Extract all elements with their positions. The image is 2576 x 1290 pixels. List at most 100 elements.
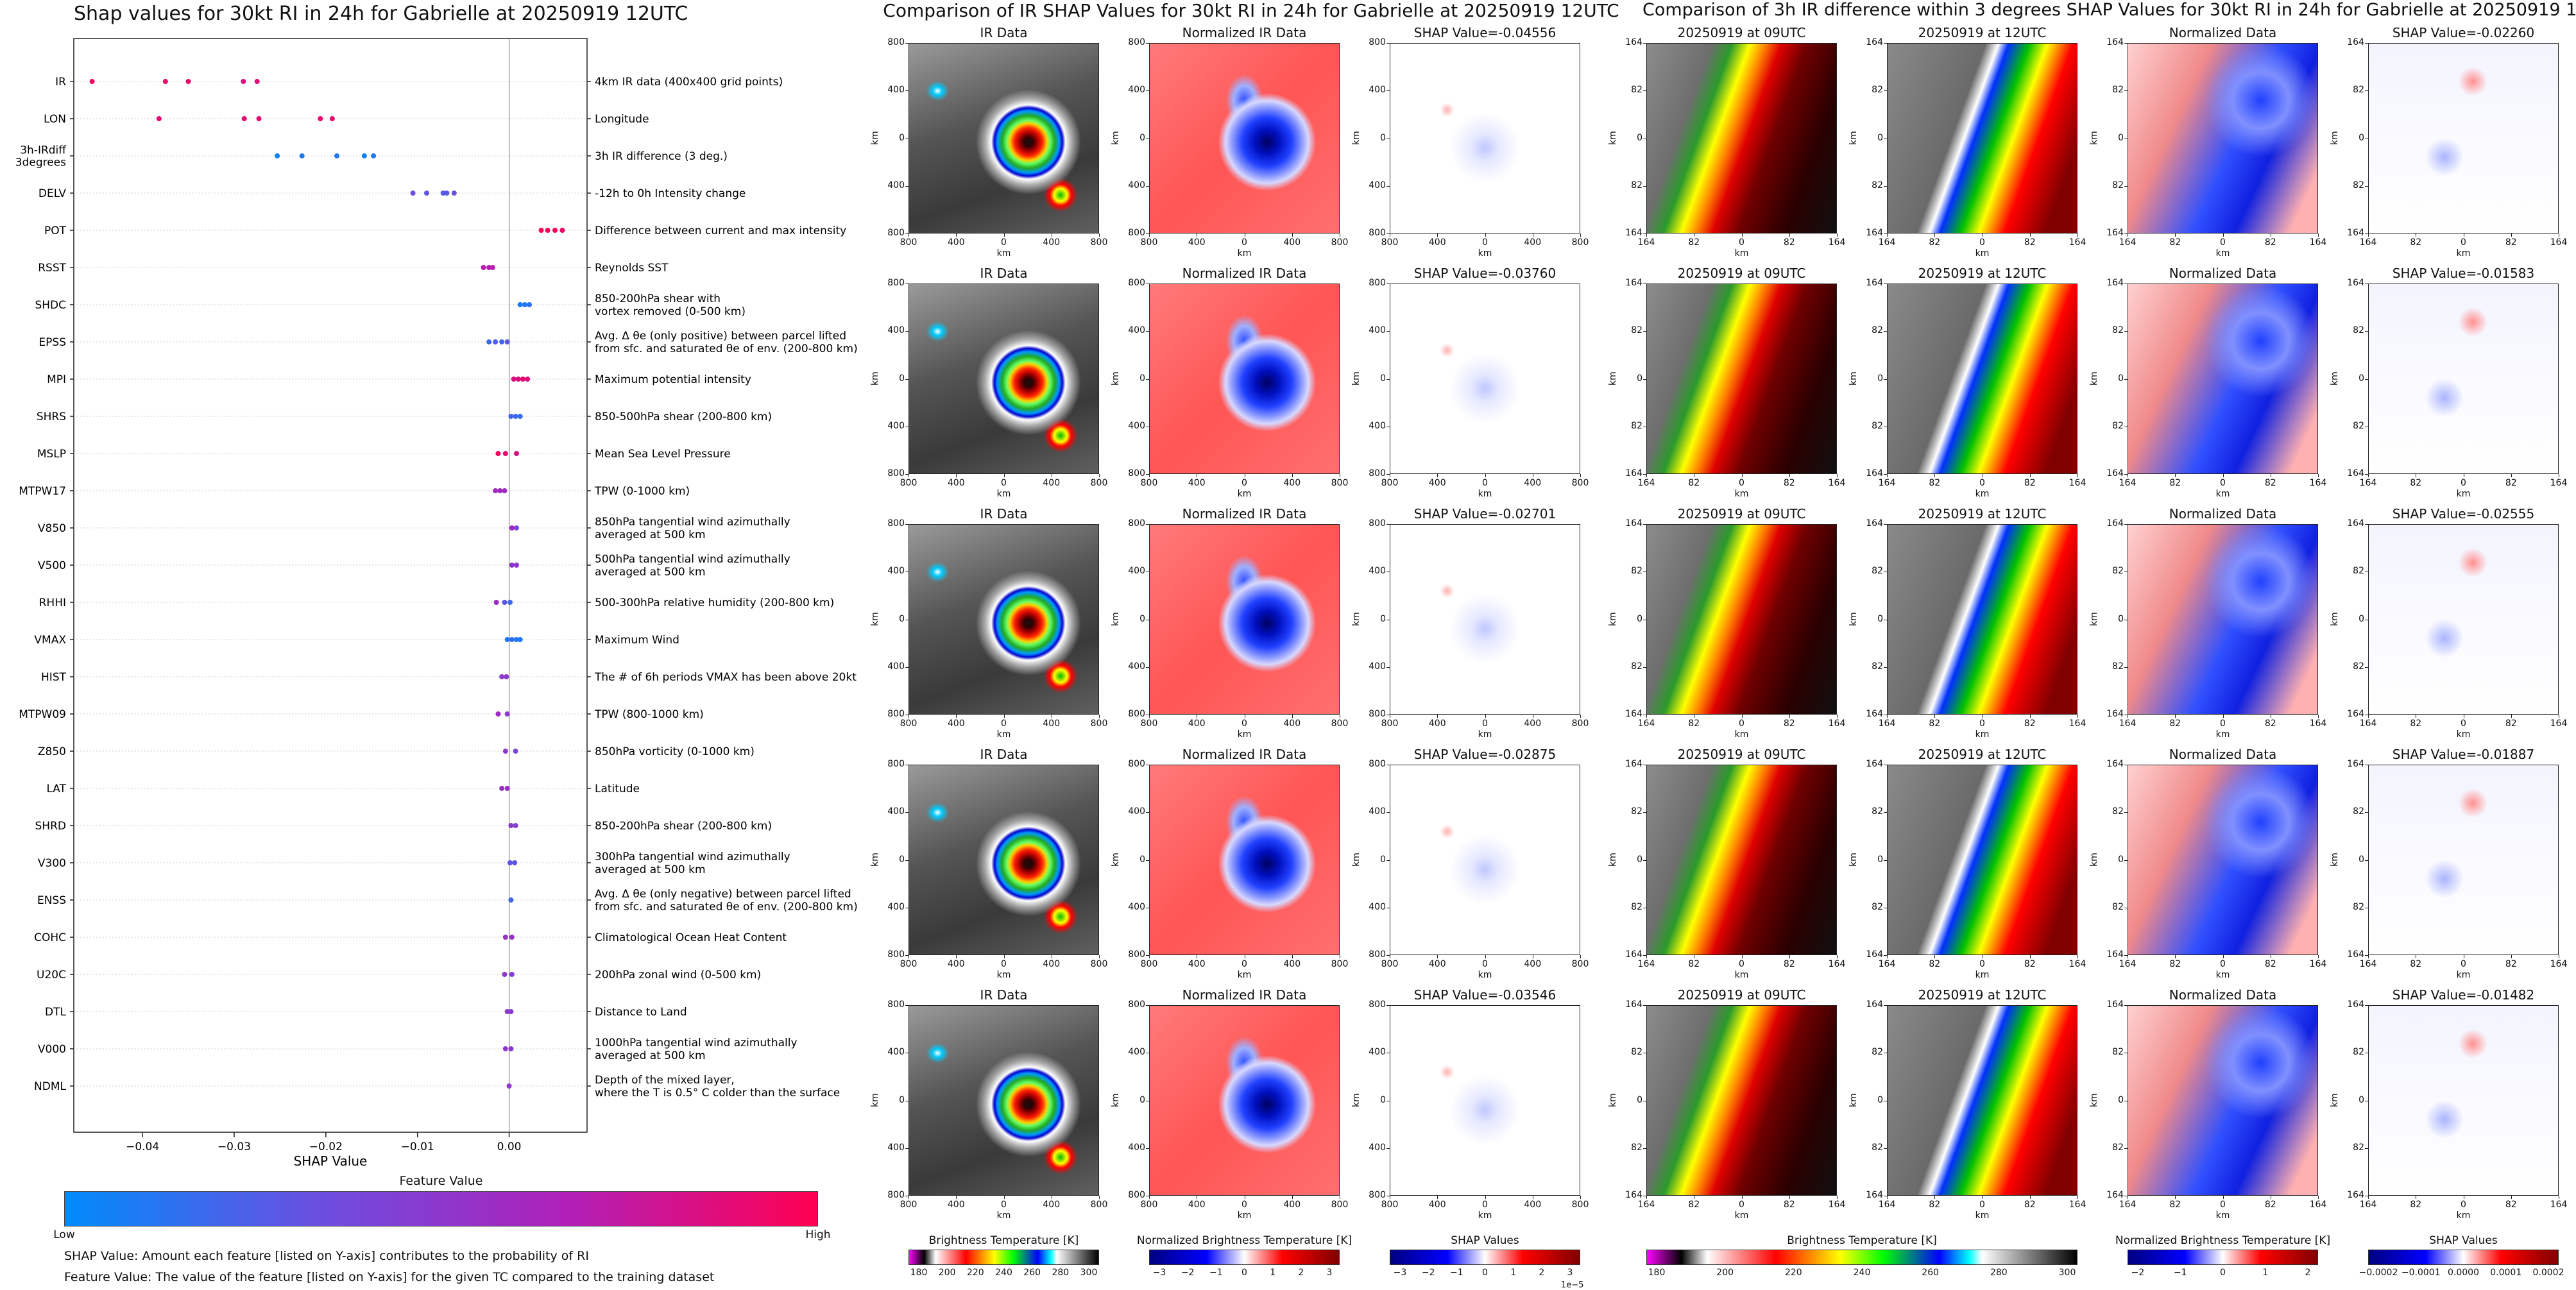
- x-tick-label: 0: [1001, 718, 1007, 729]
- x-tick-label: 0: [2461, 959, 2466, 969]
- y-tick-label: 82: [1631, 1047, 1642, 1058]
- image-panel: [1149, 43, 1340, 233]
- y-tick-mark: [1146, 1148, 1149, 1149]
- x-tick-label: 800: [1140, 478, 1158, 488]
- feature-label: EPSS: [38, 336, 66, 349]
- y-axis-label: km: [2089, 130, 2099, 145]
- panel-title: 20250919 at 09UTC: [1677, 506, 1806, 522]
- image-panel: [908, 1005, 1099, 1196]
- colorbar-tick: 1: [2262, 1268, 2269, 1278]
- x-axis-label: km: [1975, 489, 1990, 499]
- y-tick-label: 82: [1631, 566, 1642, 577]
- colorbar-tick: 1: [1510, 1268, 1517, 1278]
- shap-point: [517, 302, 523, 307]
- x-tick-mark: [1646, 233, 1647, 237]
- y-tick-label: 0: [1637, 854, 1642, 865]
- x-tick-label: 82: [2410, 959, 2422, 969]
- image-panel: [1887, 765, 2077, 955]
- feature-description: Maximum Wind: [595, 634, 679, 647]
- feature-label: SHRS: [37, 411, 66, 423]
- x-tick-label: 400: [947, 1200, 965, 1210]
- shap-point: [490, 265, 495, 270]
- x-tick-label: 800: [1090, 237, 1108, 248]
- x-tick-label: −0.02: [309, 1141, 343, 1153]
- shap-point: [511, 377, 516, 382]
- x-tick-label: 400: [1524, 237, 1542, 248]
- x-tick-mark: [2511, 715, 2512, 718]
- x-axis-label: km: [2215, 729, 2230, 740]
- y-tick-mark: [1386, 474, 1390, 475]
- y-tick-label: 400: [1128, 1142, 1145, 1153]
- y-tick-mark: [1386, 378, 1390, 380]
- colorbar-tick: 180: [910, 1268, 928, 1278]
- x-tick-label: 800: [1571, 237, 1589, 248]
- y-tick-mark: [1146, 860, 1149, 861]
- x-axis-label: km: [1237, 729, 1252, 740]
- x-tick-label: 400: [1428, 478, 1446, 488]
- shap-point: [241, 79, 246, 84]
- y-tick-mark: [2365, 1005, 2368, 1006]
- y-tick-mark: [2365, 474, 2368, 475]
- feature-value-note: Feature Value: The value of the feature …: [64, 1270, 715, 1284]
- y-tick-label: 400: [887, 901, 905, 912]
- shap-point: [552, 228, 558, 233]
- x-tick-label: 164: [2068, 237, 2086, 248]
- shap-point: [509, 563, 515, 568]
- y-tick-mark: [2124, 43, 2128, 44]
- y-tick-mark: [1386, 233, 1390, 234]
- y-tick-mark: [1386, 666, 1390, 668]
- x-tick-label: 0: [1979, 1200, 1985, 1210]
- feature-description: 300hPa tangential wind azimuthally averag…: [595, 851, 790, 876]
- shap-point: [444, 191, 450, 196]
- y-tick-label: 164: [1625, 518, 1642, 529]
- y-tick-mark: [1146, 331, 1149, 332]
- colorbar-tick: 0.0000: [2448, 1268, 2479, 1278]
- y-tick-label: 800: [887, 37, 905, 47]
- panel-title: IR Data: [980, 987, 1028, 1003]
- x-tick-label: 164: [2309, 237, 2327, 248]
- x-tick-mark: [1837, 1196, 1838, 1199]
- x-tick-label: 0: [1979, 718, 1985, 729]
- x-tick-label: 400: [1428, 959, 1446, 969]
- x-tick-label: 82: [2264, 237, 2276, 248]
- panel-title: Normalized IR Data: [1182, 747, 1307, 762]
- y-tick-mark: [1386, 90, 1390, 92]
- y-tick-mark: [2365, 860, 2368, 861]
- panel-title: SHAP Value=-0.02555: [2392, 506, 2535, 522]
- x-tick-mark: [1580, 474, 1581, 477]
- y-tick-mark: [1884, 474, 1887, 475]
- feature-description: 850hPa vorticity (0-1000 km): [595, 745, 755, 758]
- x-tick-label: 400: [1188, 718, 1206, 729]
- panel-title: IR Data: [980, 25, 1028, 40]
- x-tick-label: 164: [2068, 1200, 2086, 1210]
- shap-axes-frame: [73, 38, 588, 1133]
- x-tick-label: 0: [1739, 959, 1744, 969]
- x-tick-mark: [1789, 715, 1790, 718]
- y-tick-label: 400: [1128, 661, 1145, 672]
- x-tick-label: 800: [1140, 959, 1158, 969]
- colorbar-tick: −3: [1152, 1268, 1166, 1278]
- x-tick-mark: [2318, 955, 2319, 958]
- x-tick-mark: [1003, 474, 1005, 477]
- x-tick-label: 82: [2264, 1200, 2276, 1210]
- y-tick-label: 82: [2112, 806, 2124, 817]
- y-tick-mark: [2124, 90, 2128, 92]
- y-tick-mark: [2365, 524, 2368, 525]
- shap-point: [481, 265, 486, 270]
- y-axis-label: km: [1608, 1092, 1618, 1107]
- colorbar-tick: 300: [2058, 1268, 2076, 1278]
- feature-description: 850-500hPa shear (200-800 km): [595, 411, 772, 423]
- x-tick-mark: [2077, 1196, 2078, 1199]
- y-tick-mark: [2365, 43, 2368, 44]
- feature-label: ENSS: [37, 894, 66, 907]
- x-tick-label: 0: [1482, 718, 1488, 729]
- x-tick-mark: [1437, 233, 1438, 237]
- x-axis-label: km: [1975, 1210, 1990, 1221]
- image-panel: [2128, 284, 2318, 474]
- x-tick-label: 82: [1783, 478, 1795, 488]
- shap-point: [508, 414, 514, 419]
- x-tick-mark: [1003, 955, 1005, 958]
- y-axis-label: km: [2330, 611, 2340, 626]
- image-panel: [1390, 765, 1580, 955]
- feature-description: Distance to Land: [595, 1006, 687, 1019]
